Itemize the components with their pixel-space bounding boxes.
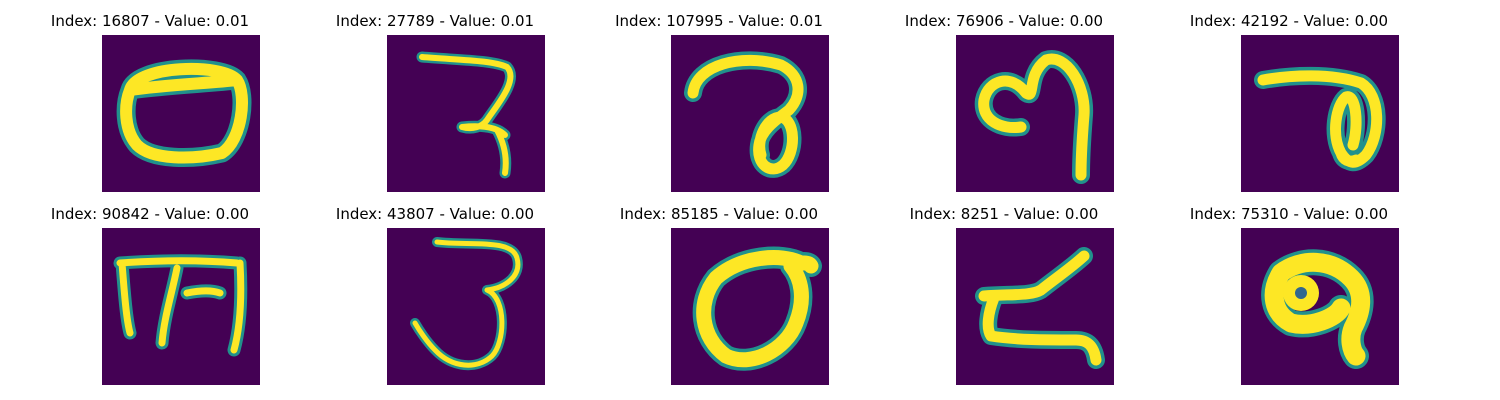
glyph-image [102,35,260,192]
panel-title: Index: 75310 - Value: 0.00 [1189,205,1389,223]
panel-title: Index: 85185 - Value: 0.00 [619,205,819,223]
panel-title: Index: 43807 - Value: 0.00 [335,205,535,223]
glyph-image [102,228,260,385]
panel-title: Index: 76906 - Value: 0.00 [904,12,1104,30]
panel-title: Index: 16807 - Value: 0.01 [50,12,250,30]
panel-9: Index: 8251 - Value: 0.00 [854,193,1154,386]
glyph-image [387,35,545,192]
glyph-image [956,35,1114,192]
panel-title: Index: 90842 - Value: 0.00 [50,205,250,223]
glyph-image [387,228,545,385]
panel-1: Index: 16807 - Value: 0.01 [0,0,300,193]
panel-8: Index: 85185 - Value: 0.00 [569,193,869,386]
glyph-image [1241,35,1399,192]
glyph-image [671,228,829,385]
panel-title: Index: 107995 - Value: 0.01 [615,12,823,30]
glyph-image [956,228,1114,385]
panel-7: Index: 43807 - Value: 0.00 [285,193,585,386]
panel-2: Index: 27789 - Value: 0.01 [285,0,585,193]
panel-10: Index: 75310 - Value: 0.00 [1139,193,1439,386]
panel-3: Index: 107995 - Value: 0.01 [569,0,869,193]
glyph-image [1241,228,1399,385]
panel-title: Index: 8251 - Value: 0.00 [909,205,1099,223]
panel-title: Index: 27789 - Value: 0.01 [335,12,535,30]
panel-4: Index: 76906 - Value: 0.00 [854,0,1154,193]
panel-5: Index: 42192 - Value: 0.00 [1139,0,1439,193]
panel-title: Index: 42192 - Value: 0.00 [1189,12,1389,30]
glyph-image [671,35,829,192]
panel-6: Index: 90842 - Value: 0.00 [0,193,300,386]
